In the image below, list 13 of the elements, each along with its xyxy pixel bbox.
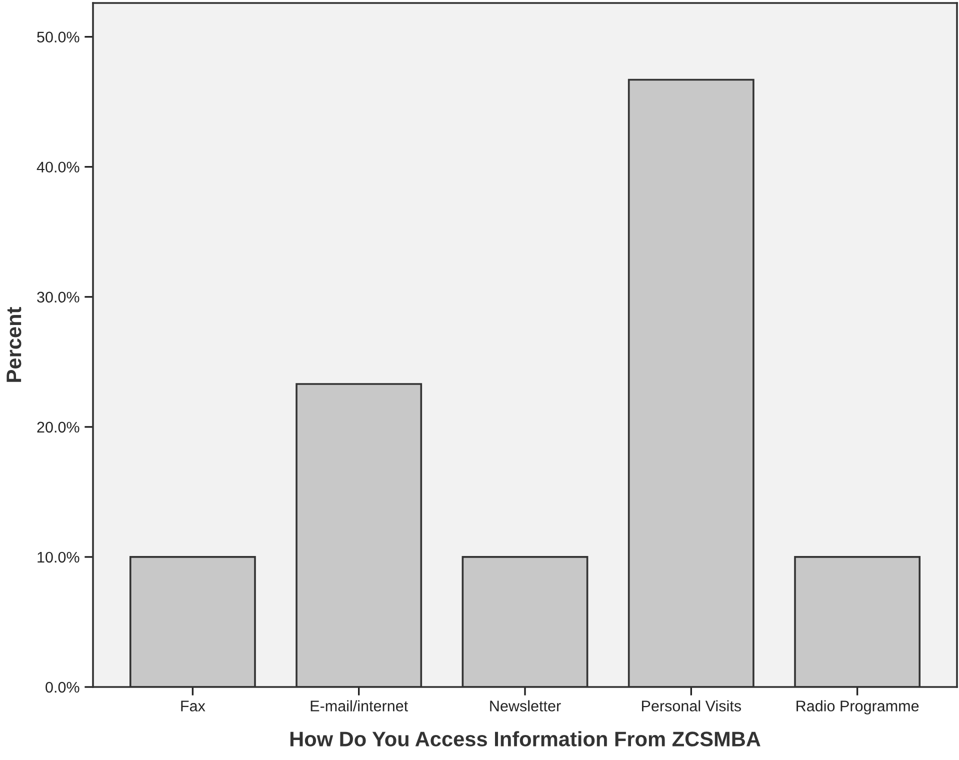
- y-tick-label: 50.0%: [37, 32, 80, 42]
- x-tick-label: E-mail/internet: [310, 700, 408, 712]
- x-tick-label: Radio Programme: [796, 700, 919, 714]
- y-tick-label: 10.0%: [38, 552, 80, 563]
- y-tick-label: 30.0%: [37, 292, 80, 303]
- x-tick-label: Fax: [181, 700, 206, 712]
- x-axis-title: How Do You Access Information From ZCSMBA: [290, 731, 760, 746]
- x-tick-label: Newsletter: [490, 700, 561, 712]
- x-tick-label: Personal Visits: [642, 700, 741, 712]
- y-tick-label: 0.0%: [46, 682, 80, 693]
- y-axis-title: Percent: [6, 307, 22, 382]
- y-tick-label: 40.0%: [36, 162, 80, 173]
- y-tick-label: 20.0%: [37, 422, 80, 433]
